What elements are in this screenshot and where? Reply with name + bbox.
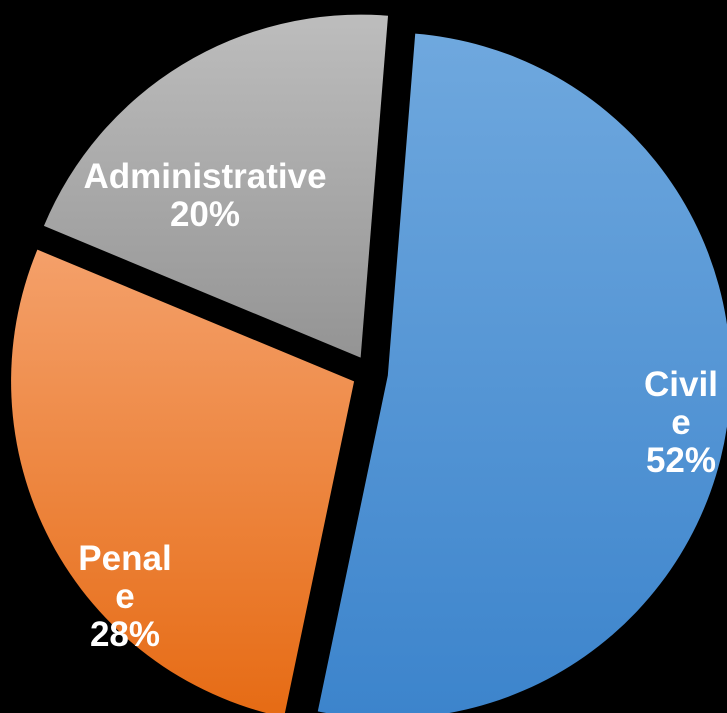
slice-name-civile-line1: Civil: [644, 365, 718, 404]
slice-name-penale-line1: Penal: [78, 539, 172, 578]
slice-label-penale: Penal e 28%: [62, 540, 188, 654]
slice-value-penale: 28%: [89, 615, 161, 654]
slice-name-administrative: Administrative: [83, 157, 327, 196]
slice-value-administrative: 20%: [169, 195, 241, 234]
slice-label-civile: Civil e 52%: [628, 366, 727, 480]
slice-name-civile-line2: e: [671, 403, 691, 442]
slice-name-penale-line2: e: [115, 577, 135, 616]
slice-administrative: [43, 14, 389, 358]
slice-civile: [317, 33, 727, 713]
slice-label-administrative: Administrative 20%: [70, 158, 340, 234]
slice-penale: [11, 249, 355, 713]
slice-value-civile: 52%: [645, 441, 717, 480]
